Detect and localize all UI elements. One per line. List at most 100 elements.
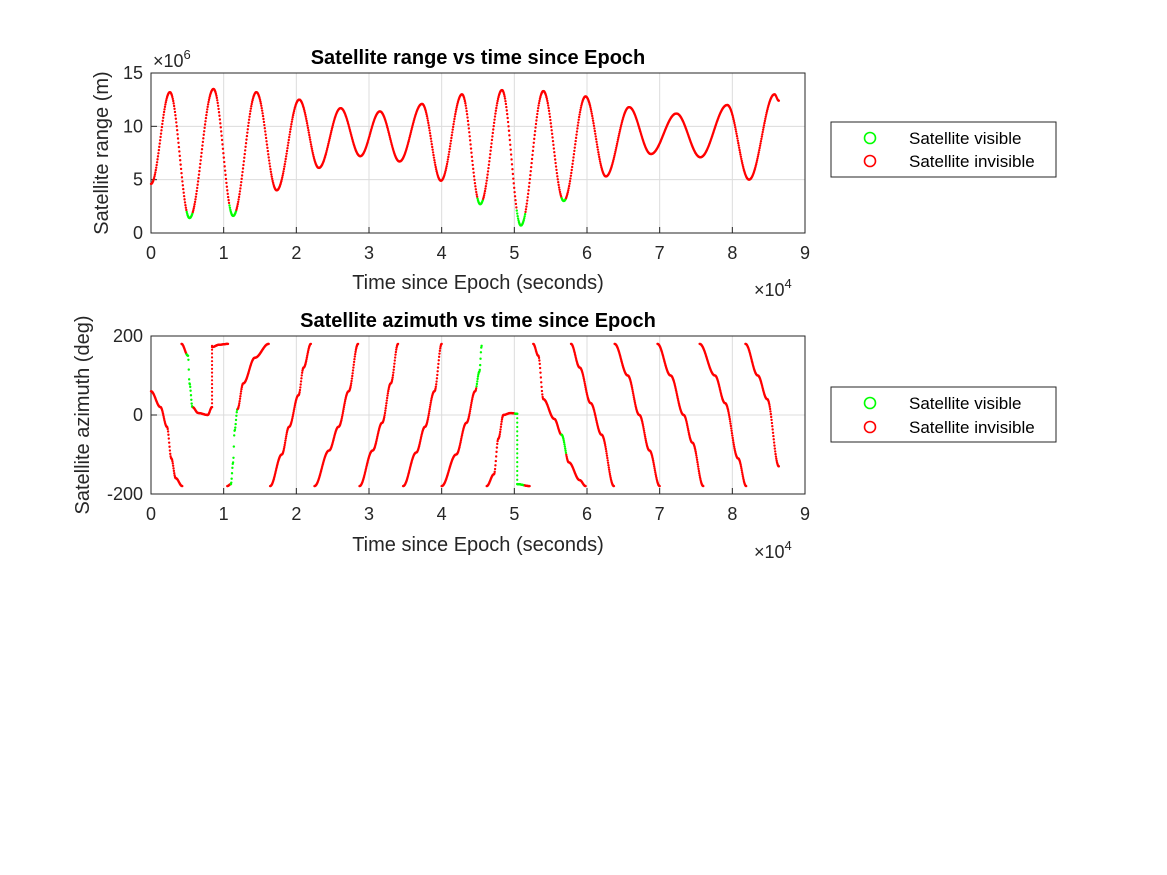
azimuth-point-invisible xyxy=(470,401,473,405)
range-point-invisible xyxy=(216,101,219,105)
range-point-invisible xyxy=(242,163,245,167)
range-point-invisible xyxy=(448,147,451,151)
range-point-invisible xyxy=(549,118,552,122)
azimuth-point-invisible xyxy=(309,342,313,346)
range-point-invisible xyxy=(455,108,458,111)
azimuth-point-invisible xyxy=(773,447,777,450)
azimuth-point-invisible xyxy=(351,369,355,372)
range-point-invisible xyxy=(219,126,222,129)
range-point-invisible xyxy=(469,147,473,150)
azimuth-point-invisible xyxy=(539,371,542,374)
range-point-invisible xyxy=(192,207,195,210)
azimuth-point-invisible xyxy=(292,411,295,415)
azimuth-point-invisible xyxy=(173,472,176,475)
azimuth-point-invisible xyxy=(654,473,657,476)
range-point-invisible xyxy=(284,160,287,163)
range-point-invisible xyxy=(223,169,227,172)
range-point-invisible xyxy=(551,139,555,143)
range-point-invisible xyxy=(734,125,737,129)
range-point-invisible xyxy=(466,119,470,123)
azimuth-point-invisible xyxy=(632,394,635,397)
azimuth-point-invisible xyxy=(343,402,346,405)
range-point-invisible xyxy=(431,145,434,149)
azimuth-point-invisible xyxy=(306,354,309,357)
azimuth-point-invisible xyxy=(727,410,730,413)
azimuth-point-invisible xyxy=(352,366,355,369)
azimuth-point-invisible xyxy=(172,469,176,473)
azimuth-point-invisible xyxy=(239,390,243,393)
azimuth-legend-invisible-marker xyxy=(863,420,877,434)
azimuth-point-invisible xyxy=(494,459,497,463)
range-point-invisible xyxy=(486,173,489,176)
range-point-invisible xyxy=(267,153,270,156)
range-point-invisible xyxy=(567,187,570,190)
range-point-invisible xyxy=(503,95,506,98)
range-point-invisible xyxy=(270,173,273,176)
azimuth-point-invisible xyxy=(653,465,656,468)
range-point-invisible xyxy=(238,193,241,196)
range-point-invisible xyxy=(428,129,431,132)
range-point-invisible xyxy=(309,140,312,144)
range-point-invisible xyxy=(271,179,274,183)
azimuth-point-invisible xyxy=(769,410,772,413)
range-point-invisible xyxy=(162,116,165,119)
azimuth-point-visible xyxy=(479,351,483,354)
azimuth-point-invisible xyxy=(607,463,610,467)
azimuth-point-invisible xyxy=(386,392,390,395)
range-point-invisible xyxy=(305,119,308,123)
azimuth-point-invisible xyxy=(605,449,608,453)
range-point-invisible xyxy=(196,186,199,190)
range-point-invisible xyxy=(247,121,250,124)
range-point-invisible xyxy=(258,98,262,101)
range-chart-title: Satellite range vs time since Epoch xyxy=(311,47,646,69)
range-point-invisible xyxy=(734,130,738,133)
range-plot-area xyxy=(150,72,806,234)
range-point-invisible xyxy=(289,125,293,128)
azimuth-point-invisible xyxy=(438,349,442,353)
range-point-invisible xyxy=(288,133,291,136)
range-point-invisible xyxy=(327,142,330,145)
azimuth-point-invisible xyxy=(356,342,360,346)
range-point-invisible xyxy=(197,173,201,176)
azimuth-point-invisible xyxy=(342,407,345,411)
azimuth-point-invisible xyxy=(496,442,499,446)
range-point-invisible xyxy=(533,130,537,133)
range-legend-invisible-label: Satellite invisible xyxy=(909,152,1035,171)
azimuth-point-visible xyxy=(230,477,233,480)
azimuth-point-invisible xyxy=(292,409,295,413)
azimuth-point-invisible xyxy=(695,458,699,462)
range-point-invisible xyxy=(754,163,758,166)
range-point-invisible xyxy=(475,193,478,196)
azimuth-x-axis-label: Time since Epoch (seconds) xyxy=(352,534,604,556)
range-point-invisible xyxy=(244,145,247,148)
range-point-invisible xyxy=(739,155,743,158)
azimuth-point-invisible xyxy=(470,399,474,403)
range-point-invisible xyxy=(483,192,486,195)
range-point-invisible xyxy=(172,102,175,105)
range-point-invisible xyxy=(159,135,162,139)
range-point-visible xyxy=(516,217,520,220)
azimuth-point-invisible xyxy=(702,484,705,488)
azimuth-point-invisible xyxy=(732,445,736,448)
range-point-invisible xyxy=(739,153,742,156)
azimuth-point-invisible xyxy=(694,450,697,453)
range-point-invisible xyxy=(455,104,459,107)
azimuth-point-visible xyxy=(234,418,238,422)
azimuth-point-invisible xyxy=(642,425,645,429)
azimuth-point-invisible xyxy=(291,415,294,418)
range-point-invisible xyxy=(183,198,186,201)
range-point-invisible xyxy=(510,163,514,166)
range-point-invisible xyxy=(570,165,574,169)
azimuth-x-tick-label: 8 xyxy=(727,504,737,524)
range-point-invisible xyxy=(330,129,333,132)
range-point-invisible xyxy=(206,105,209,109)
range-point-invisible xyxy=(207,100,210,104)
range-point-invisible xyxy=(225,181,228,185)
azimuth-point-invisible xyxy=(740,469,743,472)
range-point-invisible xyxy=(514,202,518,206)
range-point-invisible xyxy=(535,116,539,119)
range-point-invisible xyxy=(164,101,168,104)
range-point-invisible xyxy=(268,162,271,165)
azimuth-point-invisible xyxy=(686,427,690,431)
azimuth-point-invisible xyxy=(773,444,776,447)
